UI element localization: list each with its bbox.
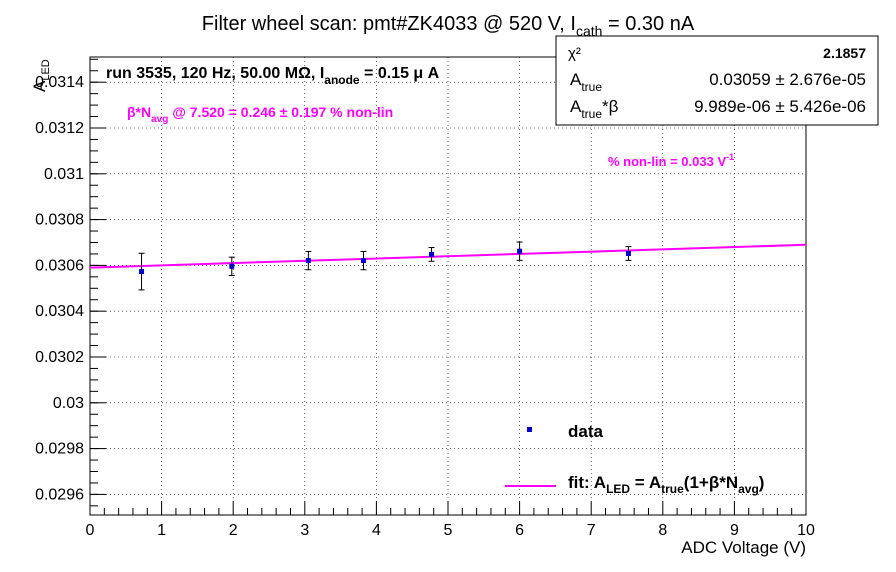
legend-fit-label-e: (1+β*N <box>684 473 738 492</box>
y-axis: 0.0296 0.0298 0.03 0.0302 0.0304 0.0306 0.0308… <box>35 58 106 507</box>
legend-data-label: data <box>568 422 604 441</box>
x-tick-label: 0 <box>86 522 95 539</box>
stats-atrue-value: 0.03059 ± 2.676e-05 <box>709 70 866 89</box>
x-tick-label: 3 <box>300 522 309 539</box>
y-tick-label: 0.03 <box>53 395 84 412</box>
chart-title: Filter wheel scan: pmt#ZK4033 @ 520 V, I… <box>202 13 695 39</box>
data-point <box>625 250 631 256</box>
x-tick-label: 1 <box>157 522 166 539</box>
x-axis-label: ADC Voltage (V) <box>681 538 806 557</box>
x-tick-label: 10 <box>797 522 815 539</box>
y-axis-label-main: A <box>30 80 49 92</box>
chart-title-subscript: cath <box>576 23 602 39</box>
legend-fit-label-d: true <box>661 482 684 496</box>
grid <box>90 57 806 515</box>
fit-line <box>89 243 807 269</box>
legend: data fit: ALED = Atrue(1+β*Navg) <box>505 422 764 496</box>
y-tick-label: 0.0304 <box>35 303 84 320</box>
beta-annotation-subscript: avg <box>151 114 168 125</box>
run-info-subscript: anode <box>324 73 360 87</box>
x-axis: 0 1 2 3 4 5 6 7 8 9 10 <box>86 501 815 539</box>
beta-annotation-text: β*N <box>127 104 151 120</box>
y-tick-label: 0.0306 <box>35 257 84 274</box>
y-tick-label: 0.0314 <box>35 74 84 91</box>
y-tick-label: 0.0296 <box>35 486 84 503</box>
nonlin-annotation-superscript: -1 <box>726 152 734 162</box>
run-info-annotation: run 3535, 120 Hz, 50.00 MΩ, Ianode = 0.1… <box>106 65 440 87</box>
legend-fit-label-a: fit: A <box>568 473 606 492</box>
beta-annotation-suffix: @ 7.520 = 0.246 ± 0.197 % non-lin <box>168 104 393 120</box>
legend-data-marker <box>527 427 532 432</box>
stats-atrue-beta-value: 9.989e-06 ± 5.426e-06 <box>694 97 866 116</box>
x-tick-label: 8 <box>658 522 667 539</box>
legend-fit-label-b: LED <box>606 482 630 496</box>
y-tick-label: 0.0308 <box>35 212 84 229</box>
stats-atrue-beta-label-main: A <box>570 97 582 116</box>
nonlin-annotation-text: % non-lin = 0.033 V <box>608 154 726 169</box>
data-point <box>429 251 435 257</box>
stats-chi2-label: χ² <box>568 45 581 62</box>
nonlin-annotation: % non-lin = 0.033 V-1 <box>608 152 734 169</box>
y-tick-label: 0.0302 <box>35 349 84 366</box>
y-tick-label: 0.0298 <box>35 441 84 458</box>
stats-atrue-beta-label-suffix: *β <box>602 97 619 116</box>
x-tick-label: 7 <box>587 522 596 539</box>
x-tick-label: 2 <box>229 522 238 539</box>
stats-atrue-label: Atrue <box>570 70 602 94</box>
legend-fit-label-f: avg <box>738 482 759 496</box>
x-tick-label: 6 <box>515 522 524 539</box>
stats-box-frame <box>555 35 879 126</box>
legend-fit-label-c: = A <box>630 473 661 492</box>
run-info-suffix: = 0.15 μ A <box>360 65 440 82</box>
stats-box: χ² 2.1857 Atrue 0.03059 ± 2.676e-05 Atru… <box>555 35 879 126</box>
stats-chi2-value: 2.1857 <box>823 45 866 61</box>
y-axis-label: ALED <box>30 59 52 92</box>
data-point <box>517 248 523 254</box>
stats-atrue-label-subscript: true <box>581 80 602 94</box>
stats-atrue-beta-label: Atrue*β <box>570 97 619 121</box>
data-series <box>138 241 632 291</box>
chart-title-suffix: = 0.30 nA <box>602 13 694 35</box>
legend-fit-label: fit: ALED = Atrue(1+β*Navg) <box>568 473 764 496</box>
run-info-text: run 3535, 120 Hz, 50.00 MΩ, I <box>106 65 324 82</box>
data-point <box>305 258 311 264</box>
stats-atrue-beta-label-subscript: true <box>581 107 602 121</box>
chart-title-prefix: Filter wheel scan: pmt#ZK4033 @ 520 V, I <box>202 13 576 35</box>
y-tick-label: 0.0312 <box>35 120 84 137</box>
legend-fit-label-g: ) <box>759 473 765 492</box>
y-tick-label: 0.031 <box>44 166 84 183</box>
x-tick-label: 4 <box>372 522 381 539</box>
beta-annotation: β*Navg @ 7.520 = 0.246 ± 0.197 % non-lin <box>127 104 393 125</box>
stats-atrue-label-main: A <box>570 70 582 89</box>
data-point <box>139 269 145 275</box>
data-point <box>361 258 367 264</box>
data-point <box>229 263 235 269</box>
x-tick-label: 5 <box>444 522 453 539</box>
x-tick-label: 9 <box>730 522 739 539</box>
y-axis-label-subscript: LED <box>40 59 52 80</box>
fit-series <box>89 243 807 269</box>
